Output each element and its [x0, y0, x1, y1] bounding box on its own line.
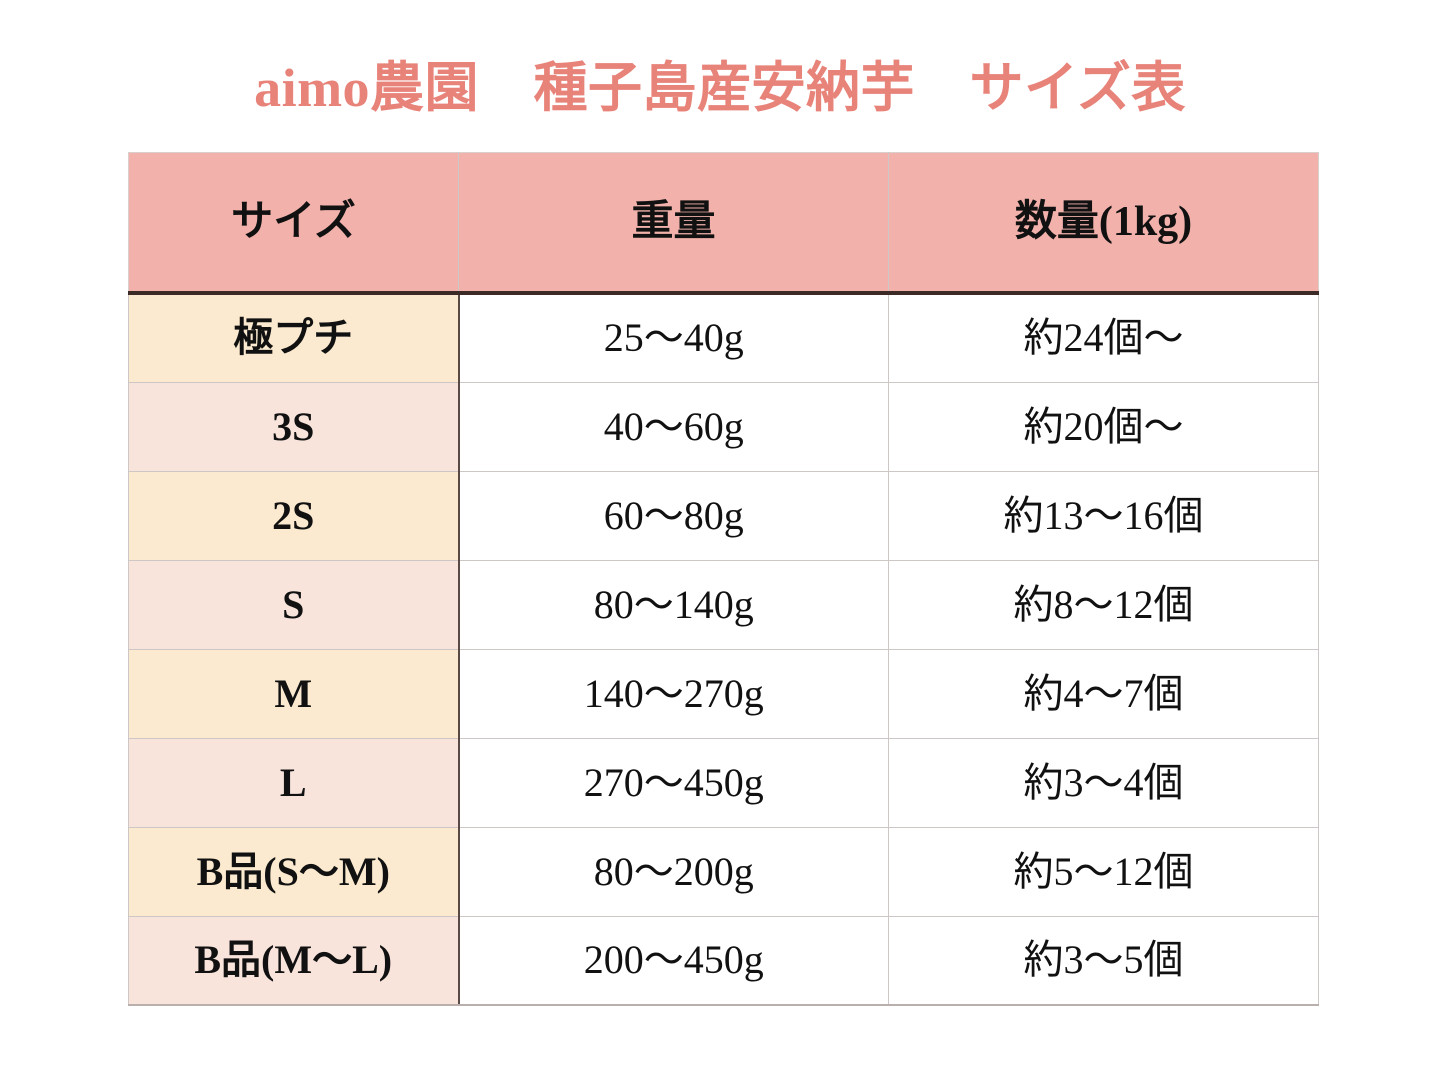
table-row: M 140〜270g 約4〜7個	[128, 648, 1319, 739]
column-header-weight: 重量	[458, 152, 889, 295]
cell-weight: 40〜60g	[458, 381, 889, 472]
cell-weight: 60〜80g	[458, 470, 889, 561]
cell-count: 約5〜12個	[888, 826, 1319, 917]
table-row: 2S 60〜80g 約13〜16個	[128, 470, 1319, 561]
cell-weight: 140〜270g	[458, 648, 889, 739]
cell-size: S	[128, 559, 460, 650]
column-header-size: サイズ	[128, 152, 459, 295]
cell-count: 約3〜4個	[888, 737, 1319, 828]
cell-size: L	[128, 737, 460, 828]
cell-count: 約4〜7個	[888, 648, 1319, 739]
cell-weight: 80〜140g	[458, 559, 889, 650]
page-title: aimo農園 種子島産安納芋 サイズ表	[254, 58, 1186, 118]
cell-count: 約13〜16個	[888, 470, 1319, 561]
cell-weight: 270〜450g	[458, 737, 889, 828]
table-body: 極プチ 25〜40g 約24個〜 3S 40〜60g 約20個〜 2S 60〜80g 約13〜1…	[128, 292, 1319, 1006]
cell-size: M	[128, 648, 460, 739]
cell-weight: 25〜40g	[458, 292, 889, 383]
cell-weight: 200〜450g	[458, 915, 889, 1006]
table-row: 3S 40〜60g 約20個〜	[128, 381, 1319, 472]
cell-count: 約8〜12個	[888, 559, 1319, 650]
header-row: サイズ 重量 数量(1kg)	[128, 152, 1319, 295]
cell-weight: 80〜200g	[458, 826, 889, 917]
cell-count: 約20個〜	[888, 381, 1319, 472]
table-row: L 270〜450g 約3〜4個	[128, 737, 1319, 828]
cell-count: 約3〜5個	[888, 915, 1319, 1006]
cell-size: 3S	[128, 381, 460, 472]
cell-count: 約24個〜	[888, 292, 1319, 383]
table-header: サイズ 重量 数量(1kg)	[128, 152, 1319, 295]
table-row: B品(M〜L) 200〜450g 約3〜5個	[128, 915, 1319, 1006]
cell-size: B品(M〜L)	[128, 915, 460, 1006]
cell-size: B品(S〜M)	[128, 826, 460, 917]
cell-size: 極プチ	[128, 292, 460, 383]
table-row: B品(S〜M) 80〜200g 約5〜12個	[128, 826, 1319, 917]
cell-size: 2S	[128, 470, 460, 561]
table-row: S 80〜140g 約8〜12個	[128, 559, 1319, 650]
size-table: サイズ 重量 数量(1kg) 極プチ 25〜40g 約24個〜 3S 40〜60g 約20…	[128, 152, 1319, 1006]
table-row: 極プチ 25〜40g 約24個〜	[128, 292, 1319, 383]
column-header-count: 数量(1kg)	[888, 152, 1319, 295]
